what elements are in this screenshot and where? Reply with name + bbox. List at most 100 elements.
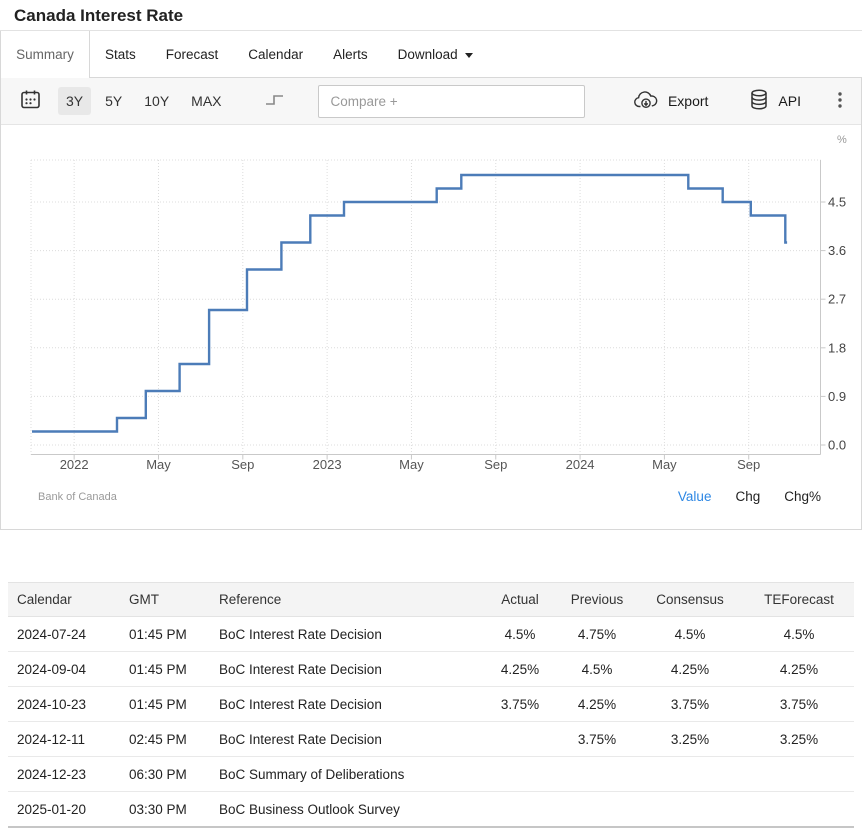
tab-forecast[interactable]: Forecast bbox=[151, 31, 234, 77]
table-header-row: CalendarGMTReferenceActualPreviousConsen… bbox=[8, 583, 854, 617]
mode-chg[interactable]: Chg bbox=[735, 489, 760, 504]
kebab-menu-icon bbox=[837, 90, 843, 113]
table-body: 2024-07-2401:45 PMBoC Interest Rate Deci… bbox=[8, 617, 854, 827]
chart-mode-switcher: Value Chg Chg% bbox=[678, 489, 821, 504]
table-cell: 01:45 PM bbox=[120, 652, 210, 687]
page-title: Canada Interest Rate bbox=[0, 0, 862, 31]
table-cell: 4.75% bbox=[558, 617, 636, 652]
tab-alerts[interactable]: Alerts bbox=[318, 31, 383, 77]
column-header-consensus: Consensus bbox=[636, 583, 744, 617]
table-cell bbox=[482, 792, 558, 827]
mode-chgpct[interactable]: Chg% bbox=[784, 489, 821, 504]
table-cell: 03:30 PM bbox=[120, 792, 210, 827]
table-row[interactable]: 2024-12-1102:45 PMBoC Interest Rate Deci… bbox=[8, 722, 854, 757]
table-row[interactable]: 2025-01-2003:30 PMBoC Business Outlook S… bbox=[8, 792, 854, 827]
table-cell: 06:30 PM bbox=[120, 757, 210, 792]
range-selector: 3Y5Y10YMAX bbox=[58, 87, 230, 115]
svg-text:2024: 2024 bbox=[566, 457, 595, 472]
toolbar-right: Export API bbox=[627, 84, 847, 118]
table-cell: BoC Interest Rate Decision bbox=[210, 652, 482, 687]
svg-text:3.6: 3.6 bbox=[828, 243, 846, 258]
table-cell: 3.25% bbox=[636, 722, 744, 757]
svg-text:May: May bbox=[146, 457, 171, 472]
tab-label: Stats bbox=[105, 47, 136, 62]
interest-rate-step-chart[interactable]: 0.00.91.82.73.64.52022MaySep2023MaySep20… bbox=[1, 125, 861, 485]
date-range-picker-button[interactable] bbox=[15, 84, 46, 118]
chart-toolbar: 3Y5Y10YMAX Export bbox=[1, 78, 861, 125]
table-cell: 4.5% bbox=[558, 652, 636, 687]
tab-download[interactable]: Download bbox=[383, 31, 488, 77]
column-header-reference: Reference bbox=[210, 583, 482, 617]
database-icon bbox=[748, 88, 770, 114]
table-cell: 2024-12-23 bbox=[8, 757, 120, 792]
table-cell: 4.5% bbox=[744, 617, 854, 652]
table-cell: 3.75% bbox=[482, 687, 558, 722]
chevron-down-icon bbox=[465, 53, 473, 58]
range-10y-button[interactable]: 10Y bbox=[136, 87, 177, 115]
table-cell: 01:45 PM bbox=[120, 617, 210, 652]
svg-text:Sep: Sep bbox=[484, 457, 507, 472]
svg-text:2022: 2022 bbox=[60, 457, 89, 472]
compare-input[interactable] bbox=[318, 85, 585, 118]
svg-text:0.0: 0.0 bbox=[828, 438, 846, 453]
table-cell: 4.25% bbox=[482, 652, 558, 687]
table-cell: 2024-09-04 bbox=[8, 652, 120, 687]
svg-text:Sep: Sep bbox=[231, 457, 254, 472]
table-cell: 4.25% bbox=[744, 652, 854, 687]
svg-text:4.5: 4.5 bbox=[828, 195, 846, 210]
table-cell: 2025-01-20 bbox=[8, 792, 120, 827]
table-cell bbox=[558, 792, 636, 827]
table-cell: 4.25% bbox=[636, 652, 744, 687]
table-cell: 3.75% bbox=[558, 722, 636, 757]
chart-footer: Bank of Canada Value Chg Chg% bbox=[1, 489, 861, 504]
table-cell: 4.5% bbox=[482, 617, 558, 652]
table-cell bbox=[636, 792, 744, 827]
chart-type-button[interactable] bbox=[258, 87, 292, 116]
tab-bar: Summary Stats Forecast Calendar Alerts Downlo… bbox=[0, 31, 862, 78]
table-cell bbox=[744, 792, 854, 827]
tab-stats[interactable]: Stats bbox=[90, 31, 151, 77]
calendar-table: CalendarGMTReferenceActualPreviousConsen… bbox=[8, 583, 854, 826]
api-button[interactable]: API bbox=[742, 84, 807, 118]
export-button[interactable]: Export bbox=[627, 86, 714, 117]
table-cell: 4.25% bbox=[558, 687, 636, 722]
table-row[interactable]: 2024-12-2306:30 PMBoC Summary of Deliber… bbox=[8, 757, 854, 792]
table-cell: 2024-07-24 bbox=[8, 617, 120, 652]
svg-text:1.8: 1.8 bbox=[828, 340, 846, 355]
table-row[interactable]: 2024-10-2301:45 PMBoC Interest Rate Deci… bbox=[8, 687, 854, 722]
tab-summary[interactable]: Summary bbox=[0, 31, 90, 77]
table-cell: 3.25% bbox=[744, 722, 854, 757]
tab-calendar[interactable]: Calendar bbox=[233, 31, 318, 77]
table-row[interactable]: 2024-09-0401:45 PMBoC Interest Rate Deci… bbox=[8, 652, 854, 687]
table-cell bbox=[482, 757, 558, 792]
table-cell: 3.75% bbox=[636, 687, 744, 722]
tab-label: Alerts bbox=[333, 47, 368, 62]
tab-label: Forecast bbox=[166, 47, 219, 62]
range-max-button[interactable]: MAX bbox=[183, 87, 229, 115]
calendar-icon bbox=[19, 88, 42, 114]
range-3y-button[interactable]: 3Y bbox=[58, 87, 91, 115]
chart-area[interactable]: 0.00.91.82.73.64.52022MaySep2023MaySep20… bbox=[1, 125, 861, 529]
table-cell: BoC Business Outlook Survey bbox=[210, 792, 482, 827]
table-cell bbox=[636, 757, 744, 792]
table-cell: 3.75% bbox=[744, 687, 854, 722]
svg-text:Sep: Sep bbox=[737, 457, 760, 472]
range-5y-button[interactable]: 5Y bbox=[97, 87, 130, 115]
table-cell: 02:45 PM bbox=[120, 722, 210, 757]
table-row[interactable]: 2024-07-2401:45 PMBoC Interest Rate Deci… bbox=[8, 617, 854, 652]
column-header-teforecast: TEForecast bbox=[744, 583, 854, 617]
table-cell: BoC Interest Rate Decision bbox=[210, 722, 482, 757]
column-header-previous: Previous bbox=[558, 583, 636, 617]
mode-value[interactable]: Value bbox=[678, 489, 712, 504]
calendar-table-container: CalendarGMTReferenceActualPreviousConsen… bbox=[8, 582, 854, 828]
svg-text:May: May bbox=[652, 457, 677, 472]
column-header-calendar: Calendar bbox=[8, 583, 120, 617]
api-label: API bbox=[778, 93, 801, 109]
step-line-icon bbox=[262, 91, 288, 112]
more-options-button[interactable] bbox=[833, 86, 847, 117]
chart-source: Bank of Canada bbox=[38, 491, 117, 503]
table-cell: 4.5% bbox=[636, 617, 744, 652]
table-cell: 01:45 PM bbox=[120, 687, 210, 722]
table-cell: 2024-12-11 bbox=[8, 722, 120, 757]
table-cell bbox=[744, 757, 854, 792]
